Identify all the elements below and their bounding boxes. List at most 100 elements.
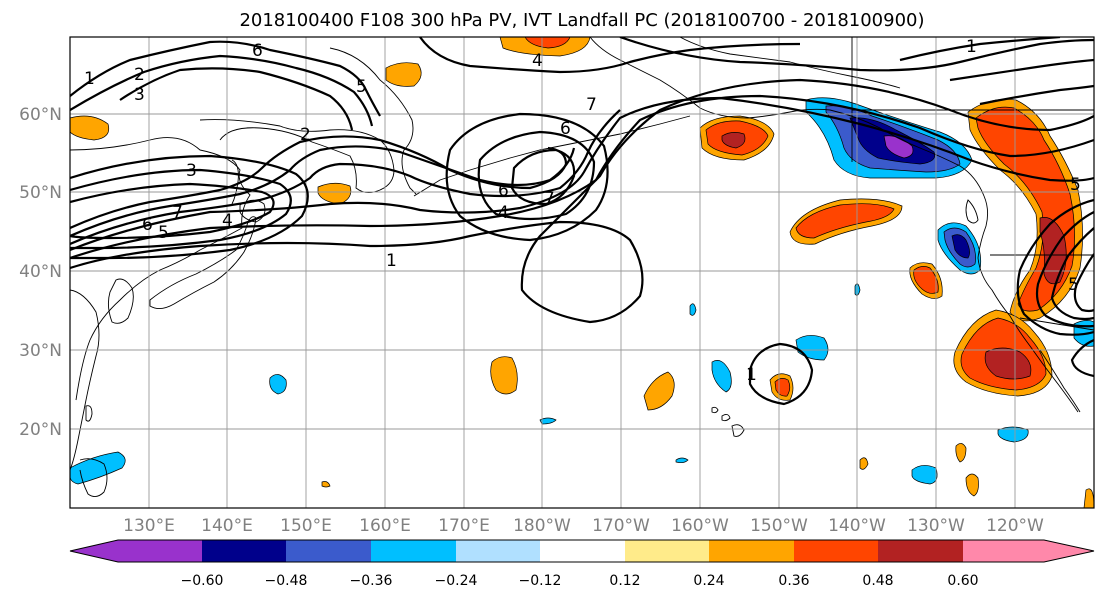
lat-label: 60°N (19, 105, 62, 125)
colorbar-tick-label: −0.60 (181, 573, 224, 589)
anomaly-blob-subtrop-1 (490, 356, 518, 395)
pv-contour-nw-1 (70, 40, 381, 117)
contour-label: 3 (134, 85, 145, 105)
pv-contour-n-2 (619, 37, 1094, 72)
anomaly-blob-kuril (317, 182, 352, 205)
colorbar-tick-label: 0.36 (778, 573, 809, 589)
lat-label: 30°N (19, 341, 62, 361)
pv-contour-east-2 (1035, 211, 1094, 328)
lon-label: 170°W (592, 516, 650, 536)
lat-label: 50°N (19, 183, 62, 203)
contour-label: 1 (386, 251, 397, 271)
coast-alaska (589, 37, 985, 197)
gridlines (70, 37, 1094, 508)
pv-contour-2 (70, 94, 1094, 260)
anomaly-blob-kamchatka (70, 115, 110, 141)
positive-anomaly-shading (70, 37, 1094, 508)
pv-contour-n-5 (979, 84, 1094, 106)
lon-label: 150°E (280, 516, 332, 536)
colorbar-bin (202, 540, 286, 562)
pv-contour-7-west (70, 182, 275, 240)
lon-label: 160°W (671, 516, 729, 536)
pv-contour-5-west (70, 154, 309, 260)
colorbar-ticks: −0.60 −0.48 −0.36 −0.24 −0.12 0.12 0.24 … (181, 573, 979, 589)
pv-contour-6-central (477, 130, 596, 221)
contour-label: 6 (498, 181, 509, 201)
coast-baja (1039, 349, 1081, 413)
coast-asia-north (70, 137, 251, 401)
anomaly-blob-ne-pac-core (913, 266, 939, 294)
contour-label: 6 (252, 41, 263, 61)
colorbar-extend-high (1044, 540, 1094, 562)
contour-label: 3 (186, 161, 197, 181)
colorbar-tick-label: −0.48 (265, 573, 308, 589)
colorbar-tick-label: −0.12 (519, 573, 562, 589)
coast-alaska-north (679, 37, 901, 89)
lon-label: 120°W (986, 516, 1044, 536)
coast-vancouver-island (965, 199, 979, 224)
pv-contour-5 (70, 145, 576, 238)
contour-label: 1 (84, 69, 95, 89)
coast-china-east (70, 289, 100, 471)
anomaly-blob-subtrop-7 (1083, 488, 1094, 508)
anomaly-blob-subtrop-6 (859, 457, 869, 470)
latitude-labels: 60°N 50°N 40°N 30°N 20°N (19, 105, 62, 440)
anomaly-blob-bering (385, 62, 422, 87)
coastlines (70, 37, 1081, 497)
lon-label: 150°W (750, 516, 808, 536)
colorbar-bin (118, 540, 202, 562)
colorbar-tick-label: 0.24 (693, 573, 724, 589)
contour-label: 2 (300, 125, 311, 145)
lon-label: 130°W (907, 516, 965, 536)
anomaly-blob-se-1 (997, 426, 1029, 443)
contour-label: 7 (586, 95, 597, 115)
contour-label: 6 (142, 215, 153, 235)
pv-contour-nw-3 (119, 67, 354, 131)
coast-hawaii-1 (711, 406, 719, 414)
colorbar-bin (963, 540, 1044, 562)
figure-title: 2018100400 F108 300 hPa PV, IVT Landfall… (239, 10, 924, 31)
colorbar-bin (878, 540, 963, 562)
pv-contour-1-main (70, 78, 1094, 324)
anomaly-blob-philippines (70, 451, 126, 485)
colorbar-bin (371, 540, 456, 562)
lon-label: 140°E (201, 516, 253, 536)
contour-label: 7 (544, 189, 555, 209)
pv-contour-6-west (70, 168, 292, 250)
anomaly-blob-gulf-west-max (721, 132, 746, 149)
anomaly-blob-alaska-core (883, 135, 914, 159)
coast-korea (107, 278, 134, 324)
lat-label: 40°N (19, 262, 62, 282)
lon-label: 170°E (438, 516, 490, 536)
contour-label: 4 (532, 51, 543, 71)
colorbar-bin (286, 540, 371, 562)
contour-label: 6 (560, 119, 571, 139)
pv-contour-n-3 (899, 37, 1061, 62)
contour-label: 1 (746, 365, 757, 385)
pv-contour-6 (70, 135, 568, 230)
anomaly-blob-subtrop-8 (321, 481, 331, 488)
contour-label: 1 (966, 37, 977, 57)
colorbar: −0.60 −0.48 −0.36 −0.24 −0.12 0.12 0.24 … (69, 539, 1095, 589)
negative-anomaly-shading (70, 97, 1094, 485)
anomaly-blob-mid-2 (689, 303, 697, 316)
colorbar-bin (625, 540, 709, 562)
anomaly-blob-baja-max (984, 347, 1032, 380)
colorbar-tick-label: 0.12 (609, 573, 640, 589)
pv-contour-east-1 (1016, 198, 1094, 336)
coast-okhotsk (199, 119, 395, 193)
colorbar-bin (456, 540, 540, 562)
contour-label: 2 (134, 65, 145, 85)
pv-contours (70, 37, 1094, 406)
pv-contour-7-central (510, 148, 576, 206)
pv-contour-n-4 (949, 58, 1094, 82)
anomaly-blob-subtrop-2 (643, 371, 675, 411)
lon-label: 140°W (828, 516, 886, 536)
anomaly-blob-central-core (795, 203, 895, 239)
contour-label: 5 (356, 77, 367, 97)
pv-contour-east-3 (1050, 227, 1094, 321)
colorbar-extend-low (70, 540, 118, 562)
coast-sakhalin (231, 159, 239, 205)
anomaly-blob-subtrop-4 (955, 443, 967, 463)
